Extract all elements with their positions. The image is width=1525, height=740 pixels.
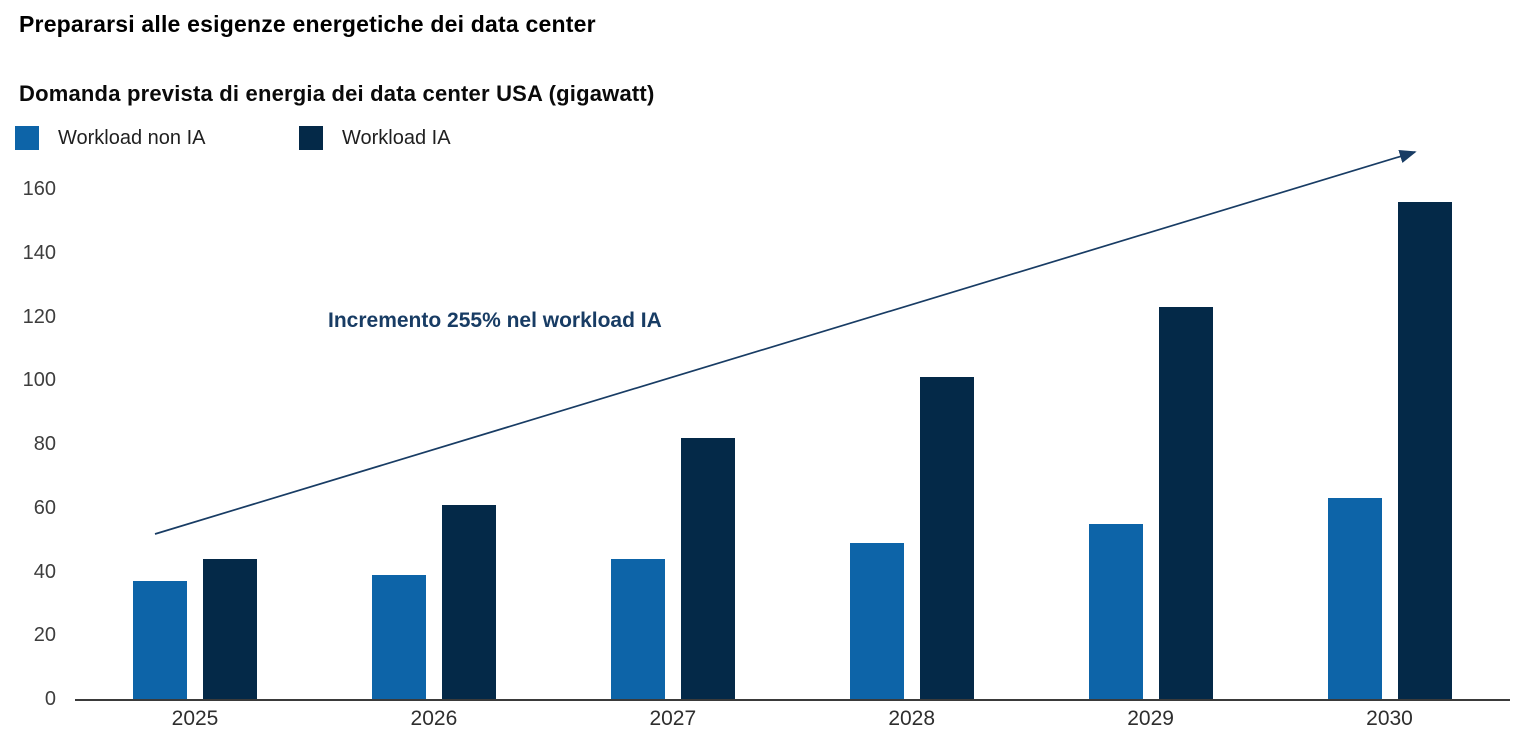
bar-ai-2027 [680, 437, 735, 699]
y-tick-100: 100 [22, 369, 56, 392]
legend-item-workload-ia: Workload IA [299, 126, 451, 150]
legend: Workload non IA Workload IA [15, 126, 451, 150]
x-tick-2026: 2026 [410, 707, 458, 730]
y-tick-80: 80 [33, 433, 56, 455]
y-tick-160: 160 [22, 178, 56, 200]
bar-non-ai-2025 [133, 581, 187, 699]
plot-area [75, 189, 1510, 701]
bar-non-ai-2028 [849, 542, 904, 699]
chart-subtitle: Domanda prevista di energia dei data cen… [19, 81, 655, 106]
bar-ai-2030 [1397, 201, 1452, 699]
x-tick-2029: 2029 [1127, 707, 1174, 730]
x-tick-2028: 2028 [888, 707, 936, 730]
y-tick-120: 120 [22, 305, 56, 328]
bar-ai-2029 [1158, 306, 1213, 699]
legend-item-workload-non-ia: Workload non IA [15, 126, 299, 150]
x-tick-2030: 2030 [1366, 707, 1413, 730]
legend-swatch-non-ai-icon [15, 126, 39, 150]
bar-ai-2025 [203, 558, 257, 699]
legend-swatch-ai-icon [299, 126, 323, 150]
y-tick-60: 60 [33, 496, 56, 519]
bar-non-ai-2030 [1327, 498, 1382, 699]
legend-label-ai: Workload IA [342, 127, 451, 149]
y-tick-40: 40 [33, 560, 56, 583]
bar-non-ai-2029 [1088, 523, 1143, 699]
y-tick-140: 140 [22, 241, 56, 264]
legend-label-non-ai: Workload non IA [58, 127, 206, 149]
bar-ai-2026 [441, 504, 496, 699]
x-tick-2025: 2025 [171, 707, 219, 730]
bar-non-ai-2027 [610, 558, 665, 699]
y-tick-0: 0 [44, 688, 56, 710]
bar-non-ai-2026 [371, 574, 426, 699]
bar-ai-2028 [919, 377, 974, 699]
y-tick-20: 20 [33, 624, 56, 647]
x-tick-2027: 2027 [649, 707, 697, 730]
annotation-label: Incremento 255% nel workload IA [328, 309, 662, 332]
chart-title: Prepararsi alle esigenze energetiche dei… [19, 11, 596, 37]
